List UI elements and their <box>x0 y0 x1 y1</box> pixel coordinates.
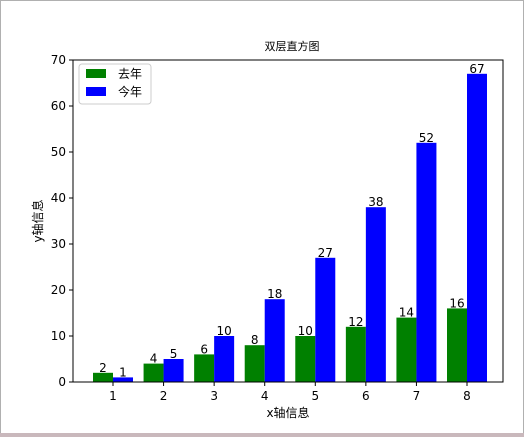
y-tick-label-50: 50 <box>51 145 66 159</box>
bar-last-year-4 <box>244 345 265 382</box>
y-tick-label-40: 40 <box>51 191 66 205</box>
y-tick-label-30: 30 <box>51 237 66 251</box>
y-tick-label-20: 20 <box>51 283 66 297</box>
data-label-last-year-4: 8 <box>251 333 259 347</box>
data-label-last-year-3: 6 <box>200 342 208 356</box>
x-tick-label-8: 8 <box>463 389 471 403</box>
x-tick-label-3: 3 <box>210 389 218 403</box>
chart-title: 双层直方图 <box>265 39 320 53</box>
x-tick-label-6: 6 <box>362 389 370 403</box>
y-tick-label-70: 70 <box>51 53 66 67</box>
legend-label-last-year: 去年 <box>118 67 142 81</box>
legend: 去年 今年 <box>78 63 152 105</box>
x-axis-label: x轴信息 <box>266 405 309 420</box>
data-label-this-year-8: 67 <box>469 62 484 76</box>
data-label-this-year-6: 38 <box>368 195 383 209</box>
data-label-this-year-3: 10 <box>217 324 232 338</box>
y-axis-label: y轴信息 <box>30 199 45 242</box>
x-tick-label-4: 4 <box>261 389 269 403</box>
window-bottom-edge <box>0 433 524 437</box>
x-tick-label-2: 2 <box>160 389 168 403</box>
bar-last-year-2 <box>143 363 164 382</box>
data-label-last-year-2: 4 <box>150 352 158 366</box>
legend-label-this-year: 今年 <box>118 84 142 99</box>
x-tick-label-5: 5 <box>311 389 319 403</box>
legend-swatch-last-year <box>86 69 106 78</box>
x-tick-label-1: 1 <box>109 389 117 403</box>
bar-this-year-6 <box>365 207 386 382</box>
bar-this-year-4 <box>264 299 285 382</box>
data-label-last-year-1: 2 <box>99 361 107 375</box>
bar-last-year-5 <box>295 336 316 382</box>
data-label-this-year-2: 5 <box>170 347 178 361</box>
data-label-last-year-6: 12 <box>348 315 363 329</box>
data-label-this-year-7: 52 <box>419 131 434 145</box>
legend-swatch-this-year <box>86 87 106 96</box>
x-axis: 1 2 3 4 5 6 7 8 <box>109 382 471 403</box>
data-label-last-year-5: 10 <box>298 324 313 338</box>
data-label-this-year-5: 27 <box>318 246 333 260</box>
y-tick-label-60: 60 <box>51 99 66 113</box>
y-axis: 0 10 20 30 40 50 60 70 <box>51 53 73 389</box>
x-tick-label-7: 7 <box>413 389 421 403</box>
bar-last-year-8 <box>447 308 467 382</box>
bar-this-year-7 <box>416 142 437 382</box>
bar-last-year-6 <box>345 326 366 382</box>
bar-last-year-1 <box>93 372 113 382</box>
bar-this-year-5 <box>315 257 336 382</box>
bar-last-year-7 <box>396 317 417 382</box>
bar-this-year-3 <box>214 336 235 382</box>
data-label-last-year-8: 16 <box>449 296 464 310</box>
bars-group <box>93 73 487 383</box>
bar-this-year-2 <box>163 359 184 382</box>
data-label-this-year-1: 1 <box>119 365 127 379</box>
bar-this-year-8 <box>467 73 487 383</box>
y-tick-label-0: 0 <box>58 375 66 389</box>
data-labels-group: 2 4 6 8 10 12 14 16 1 5 10 18 27 38 52 67 <box>99 62 484 380</box>
bar-this-year-1 <box>113 377 133 382</box>
bar-last-year-3 <box>194 354 215 382</box>
data-label-last-year-7: 14 <box>399 306 414 320</box>
plot-area-frame <box>72 59 504 383</box>
data-label-this-year-4: 18 <box>267 287 282 301</box>
y-tick-label-10: 10 <box>51 329 66 343</box>
